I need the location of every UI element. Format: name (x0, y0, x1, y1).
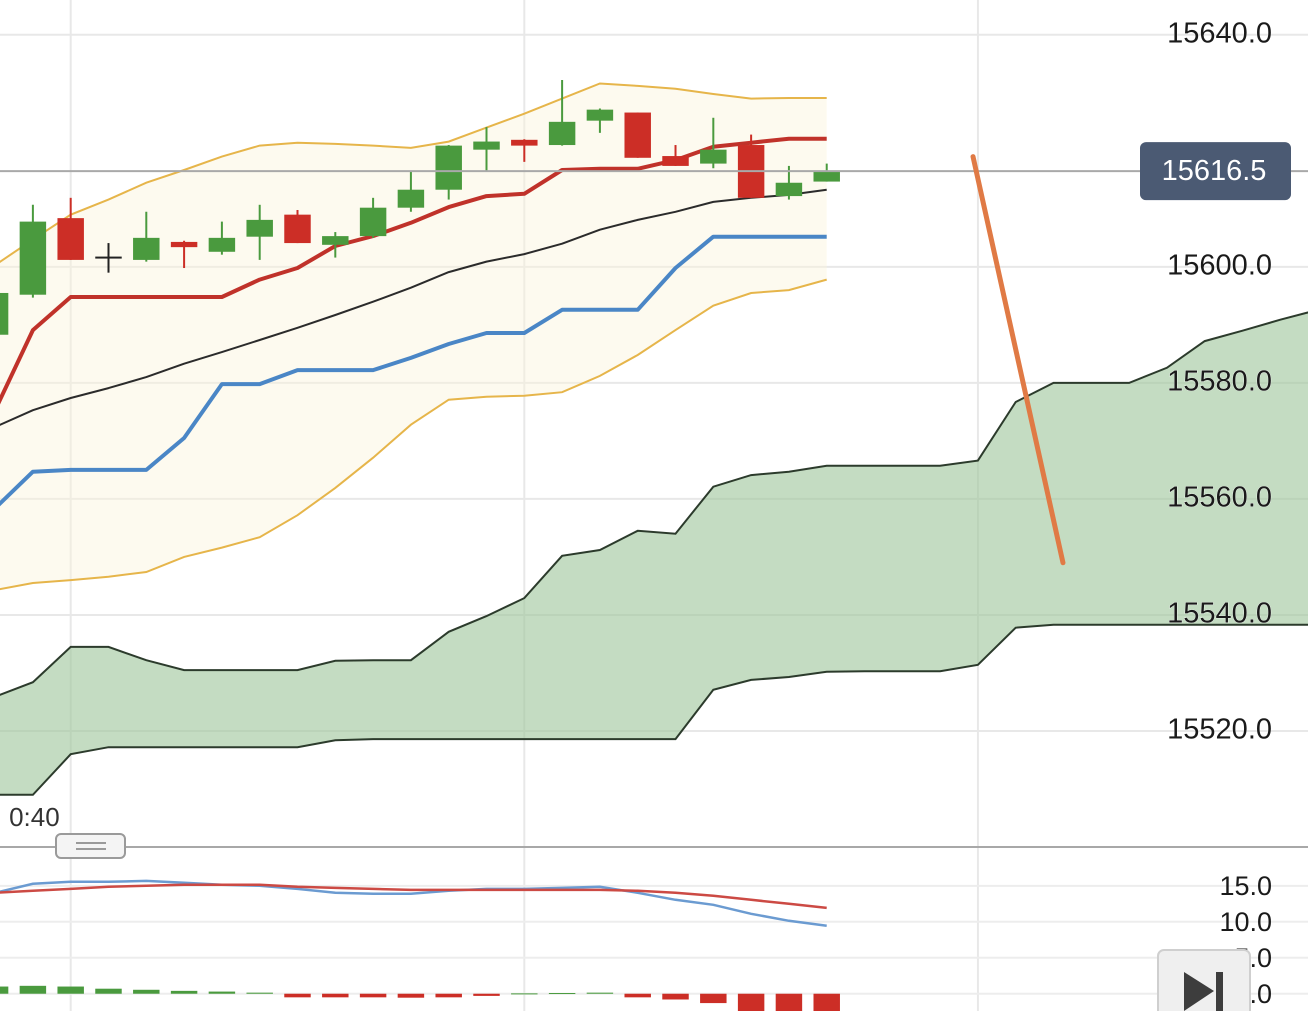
histogram-bar (435, 993, 462, 998)
histogram-bar (246, 992, 273, 994)
candle-body (208, 237, 236, 252)
histogram-bar (813, 993, 840, 1011)
price-tag-label: 15616.5 (1162, 155, 1267, 187)
oscillator-line (0, 879, 827, 928)
histogram-bar (624, 993, 651, 998)
histogram-bar (170, 990, 198, 994)
histogram-bar (322, 993, 349, 998)
histogram-bar (775, 993, 803, 1011)
candle-body (359, 207, 387, 237)
panel-resize-handle[interactable] (55, 833, 126, 859)
histogram-bar (57, 986, 84, 994)
y-tick-label: 15600.0 (1167, 250, 1272, 282)
candle-body (322, 236, 349, 245)
candle-body (775, 182, 803, 197)
trendline (970, 154, 1066, 566)
histogram-bar (208, 991, 236, 994)
bollinger-line (0, 278, 827, 591)
candle-body (284, 214, 311, 244)
cloud-line (0, 311, 1308, 696)
button-icon (1216, 972, 1223, 1011)
candle-body (624, 112, 651, 158)
candle-body (586, 109, 614, 121)
indicator-line (0, 234, 827, 507)
y-tick-label: 15540.0 (1167, 598, 1272, 630)
candle-body (133, 237, 160, 260)
candle-body (246, 219, 273, 237)
histogram-bar (133, 989, 160, 994)
candle-body (397, 189, 425, 208)
candle-body (0, 292, 9, 335)
candle-body (170, 241, 198, 248)
cloud-fill (0, 312, 1308, 795)
band-fill (0, 83, 827, 590)
histogram-bar (397, 993, 425, 998)
candle-body (19, 221, 47, 295)
button-icon (1184, 972, 1214, 1011)
indicator-line (0, 188, 827, 426)
y-tick-label: 10.0 (1219, 907, 1272, 937)
histogram-bar (548, 993, 576, 995)
y-tick-label: 15520.0 (1167, 714, 1272, 746)
lower-panel (0, 848, 1308, 1011)
histogram-bar (662, 993, 689, 1000)
candle-body (511, 139, 538, 146)
histogram-bar (95, 988, 122, 994)
histogram-bar (511, 993, 538, 995)
y-tick-label: 15580.0 (1167, 366, 1272, 398)
histogram-bar (473, 993, 500, 996)
histogram-bar (0, 986, 9, 994)
scroll-to-end-button[interactable] (1157, 949, 1251, 1011)
oscillator-line (0, 883, 827, 910)
histogram-bar (359, 993, 387, 998)
candle-body (95, 256, 122, 259)
y-tick-label: 15560.0 (1167, 482, 1272, 514)
candle-body (700, 149, 727, 164)
histogram-bar (700, 993, 727, 1004)
candle-body (473, 141, 500, 150)
candle-body (813, 171, 840, 182)
histogram-bar (19, 985, 47, 994)
y-tick-label: 15640.0 (1167, 17, 1272, 49)
candle-body (57, 218, 84, 260)
button-box[interactable] (1157, 949, 1251, 1011)
candle-body (548, 121, 576, 146)
main-panel (0, 0, 1308, 847)
axes: 15640.0 15600.0 15580.0 15560.0 15540.0 15520… (9, 17, 1291, 1009)
candle-body (435, 145, 462, 190)
histogram-bar (586, 992, 614, 994)
histogram-bar (284, 993, 311, 998)
bollinger-line (0, 82, 827, 264)
handle-box[interactable] (55, 833, 126, 859)
indicator-line (0, 136, 827, 405)
y-tick-label: 15.0 (1219, 871, 1272, 901)
x-tick-label: 0:40 (9, 802, 60, 832)
price-tag (1140, 142, 1291, 201)
candle-body (662, 156, 689, 166)
cloud-line (0, 623, 1308, 796)
histogram-bar (737, 993, 765, 1011)
